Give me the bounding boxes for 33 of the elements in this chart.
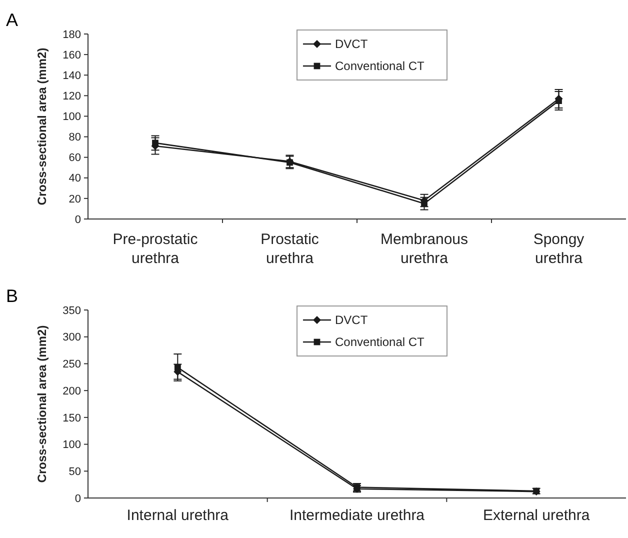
legend-label: Conventional CT [335,59,426,74]
y-tick-label: 250 [62,358,81,371]
x-tick-label: Membranous urethra [380,231,468,267]
x-tick-label: Prostatic urethra [260,231,320,267]
x-tick-label: Pre-prostatic urethra [112,231,198,267]
chart-title: A [6,10,18,30]
chart-title: B [6,286,18,306]
y-tick-label: 40 [68,172,81,185]
y-tick-label: 20 [68,193,81,206]
y-tick-label: 0 [74,214,81,226]
y-tick-label: 60 [68,152,81,164]
x-tick-label: External urethra [482,507,590,524]
x-tick-label: Intermediate urethra [289,507,426,524]
y-tick-label: 200 [62,385,81,398]
legend-label: DVCT [335,313,368,328]
y-tick-label: 160 [62,49,81,62]
x-tick-label: Spongy urethra [533,231,585,267]
y-tick-label: 120 [62,90,81,103]
x-tick-label: Internal urethra [126,507,230,524]
y-axis-title: Cross-sectional area (mm2) [35,48,49,206]
y-tick-label: 50 [68,466,81,478]
y-axis-title: Cross-sectional area (mm2) [35,325,49,483]
y-tick-label: 80 [68,132,81,144]
y-tick-label: 140 [62,70,81,82]
y-tick-label: 350 [62,304,81,317]
y-tick-label: 100 [62,111,81,124]
legend-label: DVCT [335,37,368,52]
y-tick-label: 180 [62,28,81,41]
y-tick-label: 300 [62,332,81,344]
y-tick-label: 100 [62,439,81,452]
y-tick-label: 150 [62,412,81,424]
y-tick-label: 0 [74,492,81,505]
legend-label: Conventional CT [335,335,426,350]
